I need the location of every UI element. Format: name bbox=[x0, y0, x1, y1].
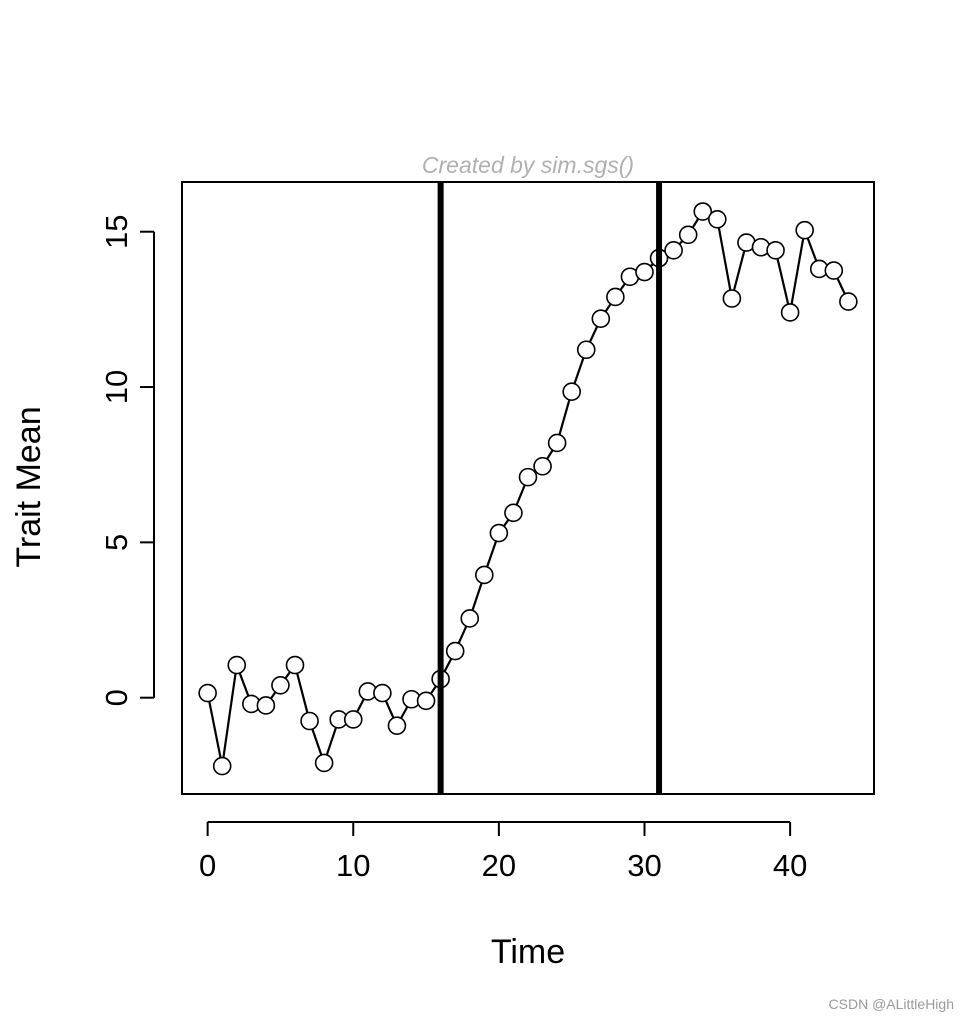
data-point-8 bbox=[314, 753, 334, 773]
data-point-19 bbox=[475, 565, 494, 585]
data-point-34 bbox=[693, 202, 713, 221]
data-point-23 bbox=[533, 456, 552, 476]
data-point-32 bbox=[664, 241, 683, 260]
data-point-0 bbox=[198, 683, 217, 703]
data-point-41 bbox=[795, 220, 814, 240]
data-point-13 bbox=[387, 716, 407, 735]
data-point-15 bbox=[416, 691, 436, 711]
data-point-2 bbox=[227, 655, 247, 675]
x-axis: 0 10 20 30 40 bbox=[199, 821, 807, 883]
data-point-12 bbox=[373, 683, 392, 703]
data-point-6 bbox=[285, 655, 305, 675]
data-point-1 bbox=[212, 756, 232, 776]
vline-layer bbox=[437, 182, 663, 794]
y-tick-label-0: 0 bbox=[99, 689, 134, 706]
data-point-5 bbox=[271, 675, 290, 695]
data-point-24 bbox=[547, 433, 567, 453]
watermark: CSDN @ALittleHigh bbox=[828, 996, 954, 1012]
data-point-25 bbox=[562, 382, 581, 401]
data-point-17 bbox=[445, 641, 465, 661]
x-tick-label-3: 30 bbox=[627, 848, 661, 883]
series-line-0 bbox=[206, 210, 850, 767]
x-axis-label: Time bbox=[491, 933, 565, 971]
data-point-28 bbox=[606, 287, 625, 307]
data-point-36 bbox=[722, 289, 742, 308]
x-tick-label-4: 40 bbox=[773, 848, 807, 883]
data-point-22 bbox=[518, 467, 538, 487]
plot-frame bbox=[181, 181, 875, 795]
data-point-27 bbox=[591, 309, 611, 328]
data-point-43 bbox=[824, 261, 844, 280]
data-point-33 bbox=[678, 225, 698, 245]
data-point-26 bbox=[576, 340, 596, 360]
series-layer bbox=[198, 202, 858, 776]
data-point-20 bbox=[489, 523, 509, 543]
data-point-4 bbox=[256, 696, 276, 715]
data-point-39 bbox=[766, 241, 785, 260]
x-tick-label-0: 0 bbox=[199, 848, 216, 883]
data-point-18 bbox=[460, 609, 480, 628]
x-tick-label-2: 20 bbox=[482, 848, 516, 883]
data-point-44 bbox=[839, 292, 858, 311]
y-tick-label-3: 15 bbox=[99, 214, 134, 248]
data-point-40 bbox=[780, 303, 800, 322]
y-axis: 0 5 10 15 bbox=[99, 214, 155, 706]
data-point-21 bbox=[504, 503, 523, 523]
y-axis-label: Trait Mean bbox=[10, 406, 48, 567]
y-tick-label-1: 5 bbox=[99, 534, 134, 551]
data-point-30 bbox=[635, 262, 654, 282]
data-point-10 bbox=[343, 710, 363, 729]
data-point-7 bbox=[300, 711, 319, 731]
chart-subtitle: Created by sim.sgs() bbox=[422, 152, 634, 178]
x-tick-label-1: 10 bbox=[336, 848, 370, 883]
y-tick-label-2: 10 bbox=[99, 370, 134, 404]
data-point-35 bbox=[708, 209, 727, 229]
